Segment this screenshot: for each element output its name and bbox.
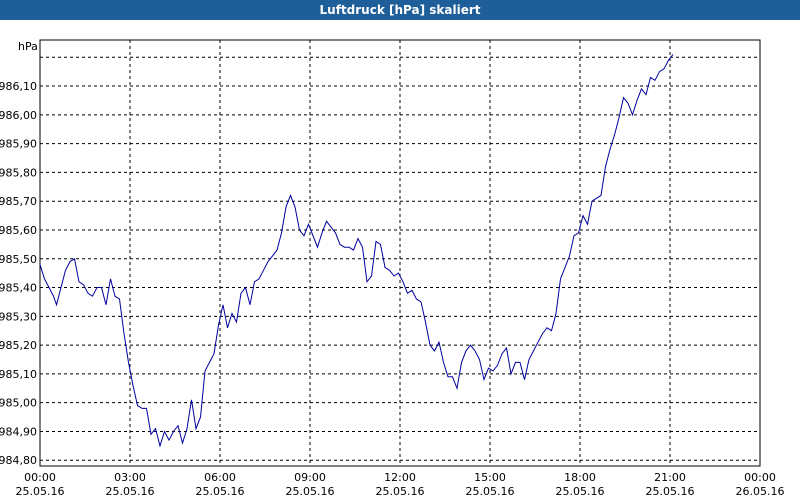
x-tick-labels: 00:0025.05.1603:0025.05.1606:0025.05.160… — [16, 471, 785, 498]
x-tick-time: 18:00 — [564, 471, 596, 484]
x-tick-time: 21:00 — [654, 471, 686, 484]
y-tick-label: 985,80 — [0, 166, 37, 179]
y-tick-label: 986,10 — [0, 80, 37, 93]
x-tick-time: 09:00 — [294, 471, 326, 484]
x-tick-date: 25.05.16 — [466, 485, 515, 498]
x-tick-date: 25.05.16 — [286, 485, 335, 498]
pressure-series-line — [39, 54, 674, 448]
y-axis-unit-label: hPa — [18, 40, 38, 53]
x-tick-time: 00:00 — [744, 471, 776, 484]
y-tick-label: 985,40 — [0, 282, 37, 295]
y-tick-label: 985,30 — [0, 310, 37, 323]
y-tick-label: 985,10 — [0, 368, 37, 381]
x-tick-date: 25.05.16 — [556, 485, 605, 498]
plot-frame — [39, 39, 761, 467]
x-tick-time: 15:00 — [474, 471, 506, 484]
y-tick-label: 985,90 — [0, 138, 37, 151]
x-tick-time: 00:00 — [24, 471, 56, 484]
y-tick-labels: 984,80 984,90 985,00 985,10 985,20 985,30 985,… — [0, 80, 37, 467]
y-tick-label: 985,70 — [0, 195, 37, 208]
pressure-chart: hPa 984,80 984,90 985,00 985,10 985,20 985,30… — [0, 39, 785, 498]
y-tick-label: 985,00 — [0, 397, 37, 410]
y-tick-label: 985,60 — [0, 224, 37, 237]
x-tick-date: 25.05.16 — [376, 485, 425, 498]
x-tick-time: 03:00 — [114, 471, 146, 484]
x-tick-time: 06:00 — [204, 471, 236, 484]
x-tick-date: 25.05.16 — [196, 485, 245, 498]
x-tick-time: 12:00 — [384, 471, 416, 484]
y-tick-label: 986,00 — [0, 109, 37, 122]
window-title: Luftdruck [hPa] skaliert — [0, 0, 800, 20]
y-tick-label: 984,90 — [0, 425, 37, 438]
x-tick-date: 25.05.16 — [646, 485, 695, 498]
y-tick-label: 984,80 — [0, 454, 37, 467]
y-tick-label: 985,20 — [0, 339, 37, 352]
x-tick-date: 25.05.16 — [16, 485, 65, 498]
x-tick-date: 25.05.16 — [106, 485, 155, 498]
x-tick-date: 26.05.16 — [736, 485, 785, 498]
grid-lines — [40, 40, 760, 466]
y-tick-label: 985,50 — [0, 253, 37, 266]
